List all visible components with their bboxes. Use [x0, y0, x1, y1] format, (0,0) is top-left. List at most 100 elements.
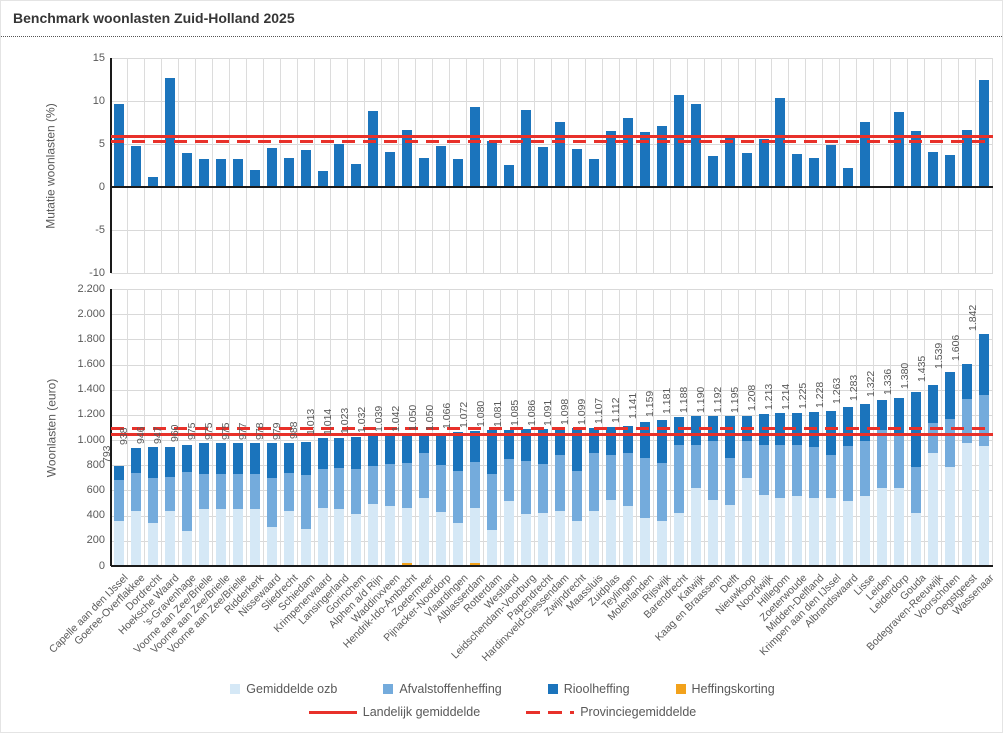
- bar-value-label: 1.112: [610, 397, 623, 424]
- category-slot: [857, 58, 875, 273]
- category-slot: [535, 58, 552, 273]
- category-slot: [552, 58, 569, 273]
- bar-segment-riool: [470, 431, 481, 462]
- category-slot: [518, 58, 536, 273]
- mutation-bar: [402, 130, 413, 187]
- bar-segment-riool: [894, 397, 905, 436]
- bar-value-label: 1.042: [389, 405, 402, 432]
- bar-segment-riool: [164, 446, 175, 477]
- bar-segment-afval: [843, 446, 854, 501]
- bar-value-label: 1.098: [559, 398, 572, 425]
- bar-value-label: 1.159: [644, 390, 657, 418]
- category-slot: [671, 58, 688, 273]
- bar-segment-ozb: [843, 500, 854, 566]
- bar-segment-ozb: [775, 498, 786, 566]
- bar-segment-ozb: [317, 508, 328, 566]
- bar-value-label: 960: [169, 424, 182, 443]
- category-slot: [756, 58, 773, 273]
- gridline: [111, 339, 993, 341]
- bar-value-label: 1.107: [593, 397, 606, 424]
- bar-value-label: 1.081: [491, 400, 504, 427]
- bar-segment-ozb: [605, 499, 616, 566]
- legend-item-ozb: Gemiddelde ozb: [230, 682, 337, 696]
- bar-segment-afval: [894, 435, 905, 488]
- bar-segment-afval: [317, 469, 328, 509]
- y-tick-label: 0: [98, 180, 105, 193]
- category-slot: [450, 58, 468, 273]
- bar-value-label: 1.214: [779, 383, 792, 411]
- bar-value-label: 1.013: [305, 409, 318, 436]
- mutation-bar: [622, 118, 633, 187]
- bar-segment-afval: [181, 472, 192, 531]
- mutation-bar: [470, 107, 481, 187]
- bar-segment-riool: [962, 363, 973, 399]
- bar-segment-ozb: [826, 498, 837, 566]
- bar-segment-riool: [249, 443, 260, 474]
- bar-segment-ozb: [334, 509, 345, 566]
- bar-segment-ozb: [809, 498, 820, 566]
- bar-value-label: 947: [152, 426, 165, 444]
- landelijk-gemiddelde-line: [111, 432, 993, 436]
- category-slot: [874, 58, 892, 273]
- bar-segment-afval: [622, 453, 633, 506]
- bar-segment-ozb: [504, 500, 515, 566]
- category-slot: [399, 58, 417, 273]
- mutation-bar: [588, 159, 599, 187]
- bar-segment-afval: [911, 466, 922, 514]
- mutation-bar: [690, 104, 701, 187]
- y-tick-label: 1.000: [77, 433, 105, 446]
- bar-segment-riool: [385, 435, 396, 465]
- gridline: [111, 58, 993, 59]
- bar-segment-riool: [504, 429, 515, 459]
- bar-segment-afval: [605, 454, 616, 500]
- category-slot: [484, 58, 502, 273]
- bar-value-label: 1.208: [746, 384, 759, 411]
- bar-value-label: 988: [288, 421, 301, 439]
- bar-segment-ozb: [436, 512, 447, 566]
- gridline: [111, 465, 993, 467]
- mutation-bar: [843, 168, 854, 187]
- bar-value-label: 1.336: [881, 368, 894, 395]
- bar-segment-riool: [453, 431, 464, 472]
- bar-segment-afval: [639, 457, 650, 519]
- bar-segment-ozb: [945, 466, 956, 566]
- category-slot: [145, 58, 162, 273]
- category-slot: [739, 58, 756, 273]
- bar-segment-ozb: [198, 509, 209, 566]
- bar-segment-riool: [639, 422, 650, 458]
- bar-value-label: 946: [135, 426, 148, 444]
- mutation-bar: [809, 157, 820, 187]
- legend-item-landelijk: Landelijk gemiddelde: [308, 705, 480, 719]
- mutation-chart-y-axis-title: Mutatie woonlasten (%): [44, 102, 59, 229]
- category-slot: [281, 58, 298, 273]
- gridline: [111, 515, 993, 517]
- y-tick-label: 1.400: [77, 383, 105, 396]
- bar-segment-afval: [673, 444, 684, 514]
- y-axis-line: [110, 58, 112, 273]
- legend-item-afval: Afvalstoffenheffing: [383, 682, 502, 696]
- bar-segment-riool: [605, 426, 616, 455]
- bar-value-label: 1.263: [830, 377, 843, 404]
- mutation-bar: [215, 159, 226, 187]
- bar-segment-afval: [334, 468, 345, 510]
- bar-segment-afval: [198, 473, 209, 510]
- bar-segment-afval: [249, 473, 260, 510]
- mutation-bar: [147, 176, 158, 187]
- bar-segment-ozb: [877, 487, 888, 566]
- gridline: [111, 230, 993, 231]
- mutation-bar: [962, 130, 973, 187]
- bar-segment-ozb: [453, 523, 464, 566]
- y-tick-label: -5: [95, 223, 105, 236]
- legend: Gemiddelde ozb Afvalstoffenheffing Riool…: [1, 682, 1002, 728]
- bar-segment-afval: [436, 465, 447, 513]
- page-title: Benchmark woonlasten Zuid-Holland 2025: [13, 10, 295, 26]
- category-slot: [213, 58, 230, 273]
- bar-segment-ozb: [622, 505, 633, 566]
- bar-segment-ozb: [487, 530, 498, 566]
- mutation-bar: [385, 151, 396, 187]
- bar-value-label: 793: [101, 445, 114, 464]
- bar-segment-riool: [945, 372, 956, 419]
- bar-segment-afval: [521, 460, 532, 514]
- bar-segment-riool: [114, 466, 125, 481]
- ozb-swatch-icon: [230, 684, 241, 694]
